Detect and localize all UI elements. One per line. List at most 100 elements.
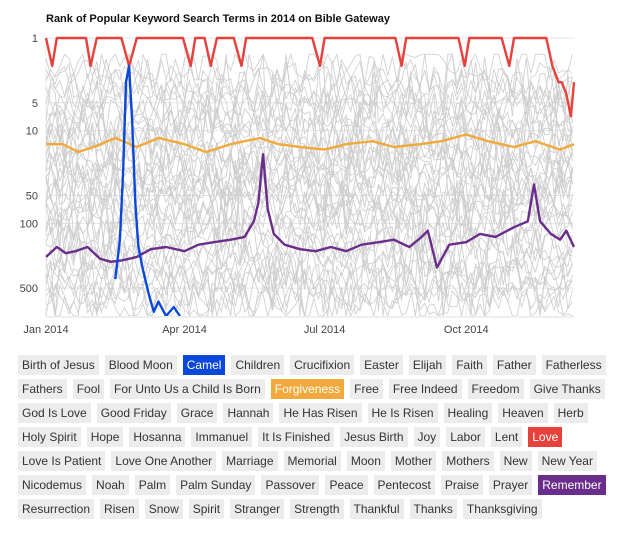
keyword-tag-he-has-risen[interactable]: He Has Risen <box>279 403 362 423</box>
keyword-tag-free[interactable]: Free <box>350 379 383 399</box>
tag-row: Birth of Jesus Blood Moon Camel Children Cru… <box>18 355 606 375</box>
y-tick-label: 100 <box>20 218 38 230</box>
keyword-tag-new-year[interactable]: New Year <box>537 451 597 471</box>
keyword-tag-holy-spirit[interactable]: Holy Spirit <box>18 427 81 447</box>
keyword-tag-passover[interactable]: Passover <box>261 475 320 495</box>
keyword-tag-grace[interactable]: Grace <box>176 403 218 423</box>
background-series-line <box>45 53 573 122</box>
keyword-tag-give-thanks[interactable]: Give Thanks <box>529 379 605 399</box>
keyword-tag-freedom[interactable]: Freedom <box>467 379 524 399</box>
keyword-tag-thankful[interactable]: Thankful <box>349 499 404 519</box>
keyword-tag-praise[interactable]: Praise <box>440 475 483 495</box>
keyword-tag-easter[interactable]: Easter <box>360 355 403 375</box>
background-series-line <box>45 246 573 317</box>
keyword-tag-remember[interactable]: Remember <box>538 475 606 495</box>
background-series-line <box>45 146 573 265</box>
tag-row: Love Is Patient Love One Another Marriage M… <box>18 451 602 471</box>
y-tick-label: 500 <box>20 283 38 295</box>
tag-row: God Is Love Good Friday Grace Hannah He Has … <box>18 403 602 423</box>
keyword-tag-risen[interactable]: Risen <box>100 499 139 519</box>
keyword-tag-palm[interactable]: Palm <box>134 475 171 495</box>
keyword-tag-palm-sunday[interactable]: Palm Sunday <box>176 475 256 495</box>
background-series-line <box>45 149 573 251</box>
x-tick-label: Jul 2014 <box>304 324 346 336</box>
series-line-love <box>44 36 576 118</box>
keyword-tag-forgiveness[interactable]: Forgiveness <box>270 379 345 399</box>
keyword-tag-mother[interactable]: Mother <box>390 451 437 471</box>
keyword-tag-healing[interactable]: Healing <box>443 403 493 423</box>
keyword-tag-thanks[interactable]: Thanks <box>409 499 457 519</box>
keyword-tag-immanuel[interactable]: Immanuel <box>191 427 253 447</box>
keyword-tag-hosanna[interactable]: Hosanna <box>129 427 186 447</box>
keyword-tag-snow[interactable]: Snow <box>144 499 183 519</box>
keyword-tag-jesus-birth[interactable]: Jesus Birth <box>340 427 408 447</box>
highlighted-series-layer <box>44 36 576 318</box>
keyword-tag-spirit[interactable]: Spirit <box>188 499 225 519</box>
keyword-tag-joy[interactable]: Joy <box>413 427 441 447</box>
keyword-tag-birth-of-jesus[interactable]: Birth of Jesus <box>18 355 99 375</box>
keyword-tag-children[interactable]: Children <box>231 355 285 375</box>
background-series-line <box>45 149 573 265</box>
keyword-tag-hannah[interactable]: Hannah <box>223 403 274 423</box>
y-tick-label: 1 <box>32 33 38 45</box>
keyword-tag-elijah[interactable]: Elijah <box>408 355 447 375</box>
background-series-line <box>45 201 573 277</box>
keyword-tag-faith[interactable]: Faith <box>452 355 487 375</box>
keyword-tag-nicodemus[interactable]: Nicodemus <box>18 475 87 495</box>
chart-title: Rank of Popular Keyword Search Terms in … <box>46 13 390 25</box>
keyword-tag-free-indeed[interactable]: Free Indeed <box>388 379 462 399</box>
keyword-tag-god-is-love[interactable]: God Is Love <box>18 403 91 423</box>
keyword-tag-camel[interactable]: Camel <box>182 355 226 375</box>
keyword-tag-labor[interactable]: Labor <box>446 427 485 447</box>
keyword-tag-good-friday[interactable]: Good Friday <box>96 403 171 423</box>
keyword-tag-fathers[interactable]: Fathers <box>18 379 67 399</box>
keyword-tag-mothers[interactable]: Mothers <box>442 451 494 471</box>
keyword-tag-fool[interactable]: Fool <box>72 379 105 399</box>
background-series-line <box>45 53 573 141</box>
keyword-tag-blood-moon[interactable]: Blood Moon <box>104 355 177 375</box>
keyword-tag-peace[interactable]: Peace <box>325 475 368 495</box>
rank-line-chart: 1 5 10 50 100 500 Jan 2014 Apr 2014 Jul 2014 Oct … <box>20 33 576 336</box>
keyword-tag-heaven[interactable]: Heaven <box>498 403 548 423</box>
keyword-tag-noah[interactable]: Noah <box>92 475 129 495</box>
series-line-forgiveness <box>46 133 575 154</box>
keyword-tag-prayer[interactable]: Prayer <box>488 475 533 495</box>
axis-layer: 1 5 10 50 100 500 Jan 2014 Apr 2014 Jul 2014 Oct … <box>20 33 574 336</box>
keyword-tag-stranger[interactable]: Stranger <box>230 499 285 519</box>
keyword-tag-love-is-patient[interactable]: Love Is Patient <box>18 451 106 471</box>
x-tick-label: Oct 2014 <box>444 324 489 336</box>
keyword-tag-love-one-another[interactable]: Love One Another <box>111 451 217 471</box>
keyword-tag-strength[interactable]: Strength <box>290 499 344 519</box>
x-tick-label: Apr 2014 <box>162 324 207 336</box>
background-series-line <box>45 52 573 142</box>
background-series-line <box>45 162 573 256</box>
y-tick-label: 5 <box>32 98 38 110</box>
series-line-camel <box>114 64 181 318</box>
keyword-tag-he-is-risen[interactable]: He Is Risen <box>367 403 438 423</box>
keyword-tag-herb[interactable]: Herb <box>553 403 588 423</box>
background-series-line <box>45 81 573 171</box>
background-series-line <box>45 66 573 184</box>
keyword-tag-crucifixion[interactable]: Crucifixion <box>290 355 355 375</box>
keyword-tag-it-is-finished[interactable]: It Is Finished <box>258 427 335 447</box>
keyword-tag-list: Birth of Jesus Blood Moon Camel Children Cru… <box>18 355 606 523</box>
series-line-remember <box>45 153 576 269</box>
keyword-tag-marriage[interactable]: Marriage <box>222 451 278 471</box>
keyword-tag-memorial[interactable]: Memorial <box>283 451 341 471</box>
keyword-tag-fatherless[interactable]: Fatherless <box>541 355 606 375</box>
keyword-tag-father[interactable]: Father <box>492 355 536 375</box>
keyword-tag-hope[interactable]: Hope <box>86 427 124 447</box>
background-series-line <box>45 54 573 150</box>
keyword-tag-thanksgiving[interactable]: Thanksgiving <box>462 499 542 519</box>
keyword-tag-resurrection[interactable]: Resurrection <box>18 499 95 519</box>
keyword-tag-for-unto-us-a-child-is-born[interactable]: For Unto Us a Child Is Born <box>110 379 265 399</box>
x-axis-line <box>46 316 574 318</box>
tag-row: Fathers Fool For Unto Us a Child Is Born Fo… <box>18 379 605 399</box>
y-tick-label: 10 <box>26 126 38 138</box>
keyword-tag-pentecost[interactable]: Pentecost <box>373 475 435 495</box>
keyword-tag-lent[interactable]: Lent <box>490 427 523 447</box>
keyword-tag-love[interactable]: Love <box>528 427 563 447</box>
keyword-tag-moon[interactable]: Moon <box>346 451 385 471</box>
tag-row: Resurrection Risen Snow Spirit Stranger Stren… <box>18 499 602 519</box>
keyword-tag-new[interactable]: New <box>499 451 532 471</box>
